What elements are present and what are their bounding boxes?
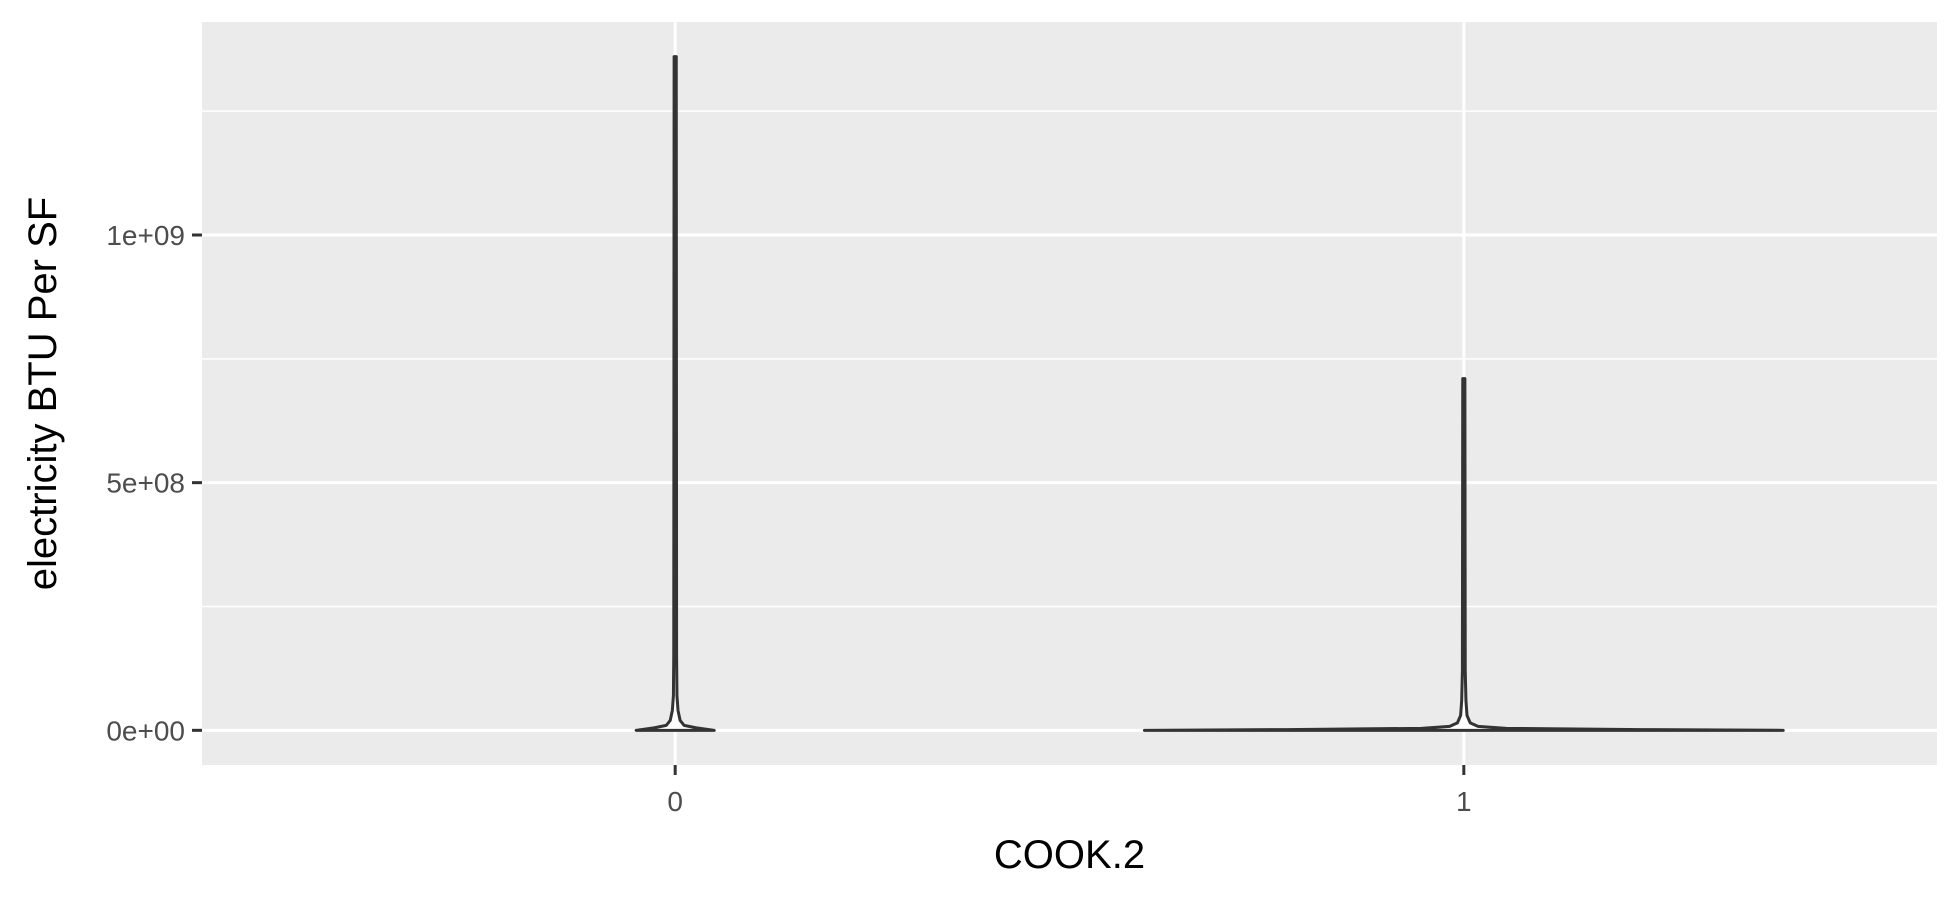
y-axis: 0e+00 5e+08 1e+09 <box>106 220 202 746</box>
plot-panel <box>202 22 1937 765</box>
violins <box>634 55 1785 732</box>
minor-gridlines <box>202 110 1937 608</box>
y-axis-title: electricity BTU Per SF <box>21 197 65 590</box>
x-axis-title: COOK.2 <box>994 833 1145 877</box>
y-tick-label: 0e+00 <box>106 715 185 746</box>
x-tick-label: 1 <box>1456 786 1472 817</box>
y-tick-label: 5e+08 <box>106 468 185 499</box>
violin-0 <box>634 55 716 732</box>
x-tick-label: 0 <box>667 786 683 817</box>
violin-1 <box>1142 377 1785 732</box>
y-tick-label: 1e+09 <box>106 220 185 251</box>
